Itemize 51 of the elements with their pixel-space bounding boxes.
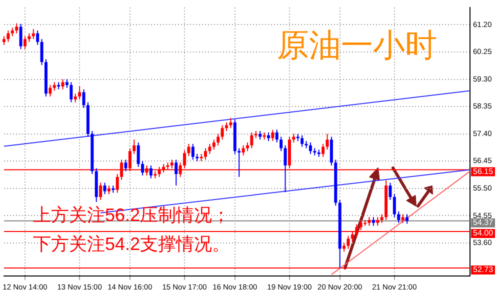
candlestick	[308, 142, 312, 154]
candlestick	[48, 84, 52, 98]
candlestick	[103, 182, 106, 195]
annotation: 下方关注54.2支撑情况。	[33, 234, 230, 254]
candlestick	[346, 235, 350, 250]
candlestick	[99, 182, 102, 200]
ref-line-label: 54.37	[473, 218, 494, 228]
ref-line-label: 52.73	[473, 265, 494, 274]
candlestick	[61, 78, 64, 90]
candlestick	[406, 214, 409, 224]
candlestick	[23, 36, 26, 50]
candlestick	[82, 88, 86, 109]
ref-line-label: 54.00	[473, 228, 494, 238]
candlestick	[149, 164, 152, 179]
candlestick	[187, 143, 190, 156]
text: 原油一小时	[277, 26, 437, 63]
candlestick	[388, 182, 392, 200]
candlestick	[284, 144, 287, 193]
candlestick	[15, 22, 18, 34]
candlestick	[330, 136, 333, 166]
candlestick	[70, 82, 73, 103]
candlestick	[326, 133, 329, 150]
candlestick	[280, 136, 283, 152]
candlestick	[322, 143, 325, 158]
candlestick	[238, 148, 241, 178]
candlestick	[116, 174, 119, 194]
candlestick	[174, 159, 178, 186]
ref-line-label: 56.15	[473, 166, 494, 176]
candlestick	[242, 144, 245, 156]
candlestick	[6, 30, 10, 42]
candlestick	[397, 210, 400, 224]
candlestick	[40, 38, 44, 66]
candlestick	[275, 129, 278, 143]
candlestick	[141, 160, 144, 176]
candlestick	[212, 139, 216, 150]
candlestick	[136, 142, 140, 168]
candlestick	[19, 23, 22, 50]
candlestick	[208, 143, 212, 154]
annotation: 上方关注56.2压制情况；	[33, 204, 230, 225]
candlestick	[204, 148, 208, 160]
candlestick	[78, 86, 82, 100]
candlestick	[392, 194, 396, 218]
candlestick	[220, 124, 224, 140]
candlestick	[250, 132, 254, 149]
candlestick	[271, 129, 274, 142]
candlestick	[132, 139, 136, 154]
candlestick	[124, 159, 128, 172]
candlestick	[36, 30, 40, 46]
candlestick	[191, 143, 194, 160]
candlestick	[216, 133, 220, 146]
candlestick	[300, 134, 304, 148]
